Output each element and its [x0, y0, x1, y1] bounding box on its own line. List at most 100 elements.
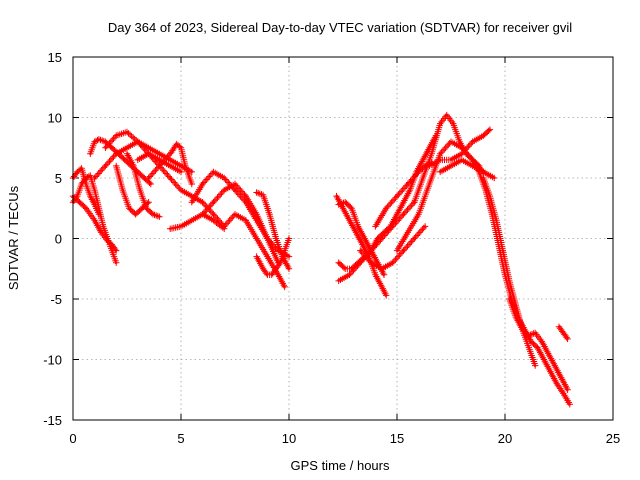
data-point: [283, 249, 286, 252]
data-point: [391, 225, 394, 228]
data-point: [128, 207, 131, 210]
data-point: [428, 146, 431, 149]
series-arc-30: [555, 323, 571, 343]
data-point: [529, 340, 533, 343]
data-point: [255, 255, 258, 258]
data-point: [138, 188, 142, 192]
data-point: [255, 213, 258, 216]
data-point: [115, 249, 118, 252]
data-point: [99, 231, 103, 234]
x-tick-label: 10: [282, 431, 296, 446]
series-arc-16: [253, 235, 293, 278]
x-tick-labels: 0 5 10 15 20 25: [69, 431, 620, 446]
data-point: [369, 261, 373, 264]
data-point: [169, 158, 172, 162]
data-point: [104, 140, 107, 143]
series-arc-10: [145, 140, 195, 188]
data-point: [337, 261, 340, 264]
data-point: [417, 170, 420, 174]
data-point: [406, 231, 409, 234]
data-series: [69, 111, 573, 408]
data-point: [147, 152, 150, 155]
data-point: [270, 273, 273, 276]
data-point: [201, 201, 204, 204]
data-point: [458, 140, 461, 143]
x-tick-label: 25: [606, 431, 620, 446]
series-arc-02: [69, 165, 103, 218]
data-point: [493, 176, 496, 180]
data-point: [402, 201, 405, 204]
data-point: [287, 237, 291, 240]
series-arc-21: [357, 223, 429, 272]
data-point: [514, 303, 517, 307]
x-axis-label: GPS time / hours: [291, 458, 390, 473]
data-point: [464, 152, 468, 155]
data-point: [84, 182, 88, 186]
data-point: [514, 315, 517, 319]
data-point: [348, 273, 351, 276]
data-point: [445, 113, 448, 117]
data-point: [439, 170, 442, 174]
data-point: [89, 174, 92, 177]
data-point: [110, 243, 114, 246]
y-tick-label: 15: [48, 50, 62, 65]
data-point: [344, 267, 347, 270]
data-point: [115, 261, 118, 264]
data-point: [449, 158, 453, 162]
data-point: [501, 249, 504, 252]
data-point: [190, 182, 193, 186]
data-point: [439, 158, 442, 162]
series-arc-13: [199, 180, 282, 266]
data-point: [566, 388, 569, 391]
data-point: [212, 201, 215, 204]
y-tick-label: -5: [50, 292, 62, 307]
data-point: [482, 134, 485, 137]
data-point: [212, 219, 215, 222]
data-point: [93, 188, 96, 192]
plot-frame: [72, 56, 614, 421]
data-point: [110, 146, 114, 149]
y-tick-label: -15: [43, 413, 62, 428]
axis-ticks: [72, 56, 614, 421]
data-point: [542, 358, 546, 361]
data-point: [104, 146, 107, 149]
grid: [73, 57, 613, 420]
data-point: [184, 164, 187, 168]
data-point: [540, 340, 543, 343]
data-point: [337, 279, 340, 283]
data-point: [413, 237, 416, 240]
data-point: [233, 213, 237, 216]
data-point: [179, 170, 183, 174]
data-point: [283, 285, 286, 289]
data-point: [382, 273, 386, 276]
data-point: [93, 203, 96, 206]
data-point: [134, 213, 137, 216]
data-point: [93, 176, 96, 180]
data-point: [452, 122, 455, 125]
series-arc-28: [480, 174, 539, 369]
data-point: [212, 170, 215, 174]
data-point: [158, 164, 161, 168]
data-point: [547, 352, 550, 355]
data-point: [374, 273, 377, 276]
data-point: [89, 194, 92, 198]
data-point: [348, 219, 351, 222]
data-point: [460, 158, 463, 162]
data-point: [350, 207, 353, 210]
data-point: [89, 152, 92, 155]
data-point: [359, 249, 362, 252]
data-point: [115, 152, 118, 155]
data-point: [449, 164, 453, 168]
data-point: [266, 273, 269, 276]
data-point: [147, 146, 150, 149]
x-tick-label: 5: [177, 431, 184, 446]
data-point: [97, 138, 101, 141]
data-point: [175, 142, 178, 146]
data-point: [145, 207, 148, 210]
data-point: [287, 267, 291, 270]
data-point: [169, 176, 172, 180]
data-point: [356, 225, 360, 228]
series-arc-07: [113, 162, 152, 218]
x-tick-label: 15: [390, 431, 404, 446]
data-point: [391, 261, 394, 264]
